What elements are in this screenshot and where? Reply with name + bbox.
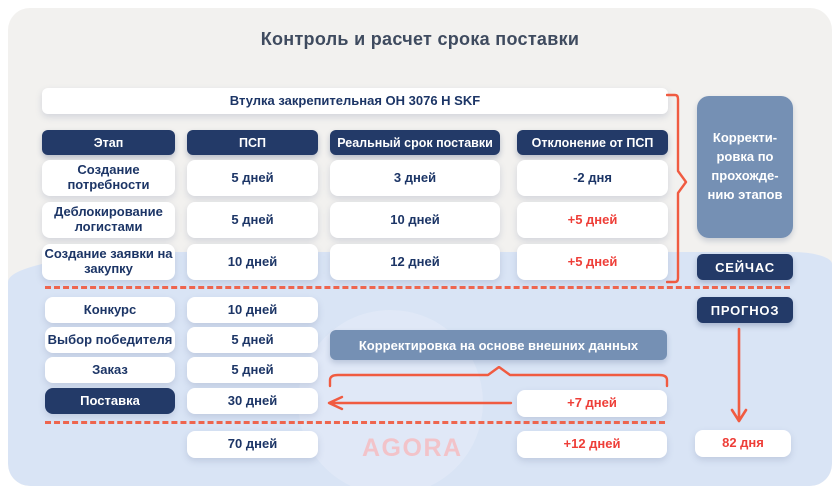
external-adjustment-value: +7 дней bbox=[517, 390, 667, 417]
stages-brace-icon bbox=[666, 93, 690, 285]
psp-cell: 5 дней bbox=[187, 202, 318, 238]
stages-adjustment-panel: Корректи- ровка по прохожде- нию этапов bbox=[697, 96, 793, 238]
dashed-separator-forecast bbox=[45, 421, 665, 424]
product-name-box: Втулка закрепительная ОН 3076 Н SKF bbox=[42, 88, 668, 114]
deviation-cell: -2 дня bbox=[517, 160, 668, 196]
forecast-badge: ПРОГНОЗ bbox=[697, 297, 793, 323]
left-arrow-icon bbox=[321, 394, 513, 412]
real-cell: 3 дней bbox=[330, 160, 500, 196]
column-header-deviation: Отклонение от ПСП bbox=[517, 130, 668, 155]
page-title: Контроль и расчет срока поставки bbox=[260, 29, 580, 49]
stage-cell: Деблокирование логистами bbox=[42, 202, 175, 238]
psp-cell: 10 дней bbox=[187, 297, 318, 323]
real-cell: 10 дней bbox=[330, 202, 500, 238]
psp-cell: 30 дней bbox=[187, 388, 318, 414]
down-arrow-icon bbox=[729, 327, 749, 427]
stage-cell: Создание потребности bbox=[42, 160, 175, 196]
stage-cell: Заказ bbox=[45, 357, 175, 383]
deviation-total-box: +12 дней bbox=[517, 431, 667, 458]
real-cell: 12 дней bbox=[330, 244, 500, 280]
dashed-separator-now bbox=[45, 286, 790, 289]
now-badge: СЕЙЧАС bbox=[697, 254, 793, 280]
forecast-total-box: 82 дня bbox=[695, 430, 791, 457]
deviation-cell: +5 дней bbox=[517, 202, 668, 238]
psp-cell: 10 дней bbox=[187, 244, 318, 280]
column-header-real-duration: Реальный срок поставки bbox=[330, 130, 500, 155]
agora-logo: AGORA bbox=[362, 434, 463, 462]
psp-cell: 5 дней bbox=[187, 160, 318, 196]
psp-cell: 5 дней bbox=[187, 357, 318, 383]
stage-cell: Выбор победителя bbox=[45, 327, 175, 353]
psp-total-box: 70 дней bbox=[187, 431, 318, 458]
column-header-stage: Этап bbox=[42, 130, 175, 155]
external-adjustment-label: Корректировка на основе внешних данных bbox=[330, 330, 667, 360]
stage-cell: Поставка bbox=[45, 388, 175, 414]
stage-cell: Конкурс bbox=[45, 297, 175, 323]
external-brace-icon bbox=[328, 366, 669, 388]
psp-cell: 5 дней bbox=[187, 327, 318, 353]
deviation-cell: +5 дней bbox=[517, 244, 668, 280]
column-header-psp: ПСП bbox=[187, 130, 318, 155]
stage-cell: Создание заявки на закупку bbox=[42, 244, 175, 280]
